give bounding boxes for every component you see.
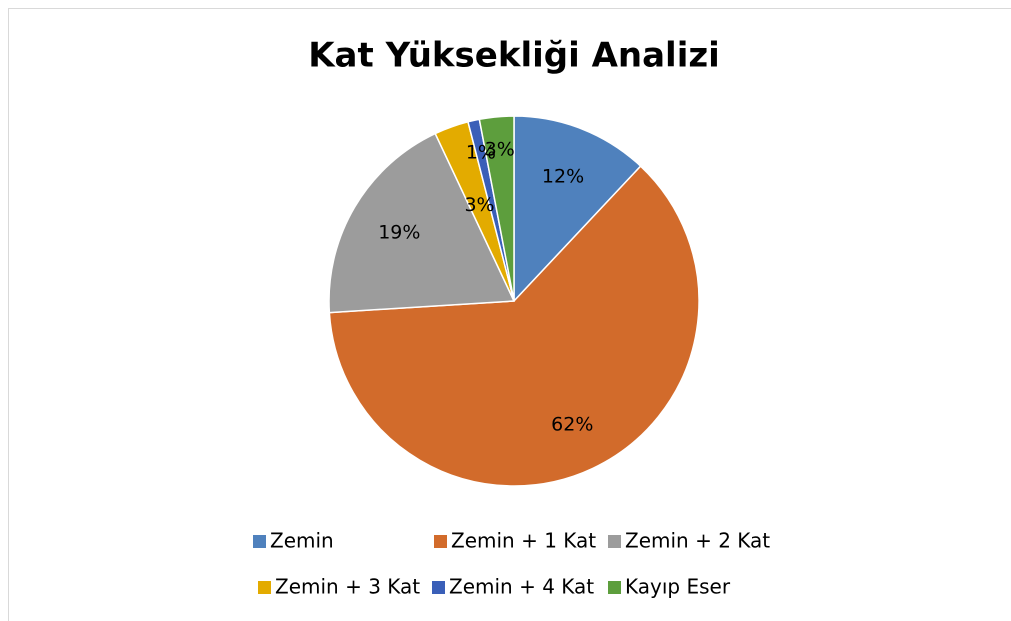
data-label: 3%: [485, 138, 515, 160]
legend-label: Zemin + 3 Kat: [275, 575, 420, 599]
legend-label: Zemin + 1 Kat: [451, 529, 596, 553]
legend-swatch: [258, 581, 271, 594]
legend-label: Zemin + 4 Kat: [449, 575, 594, 599]
data-label: 1%: [466, 141, 496, 163]
data-label: 3%: [464, 194, 494, 216]
legend-swatch: [434, 535, 447, 548]
pie-slice: [328, 132, 516, 314]
pie-slice: [513, 115, 642, 303]
data-label: 12%: [542, 166, 584, 188]
legend-swatch: [608, 535, 621, 548]
legend-swatch: [608, 581, 621, 594]
data-label: 62%: [551, 413, 593, 435]
legend-label: Zemin: [270, 529, 334, 553]
chart-title: Kat Yüksekliği Analizi: [308, 36, 720, 76]
legend-swatch: [432, 581, 445, 594]
pie-slice: [328, 165, 700, 487]
legend-label: Kayıp Eser: [625, 575, 731, 599]
pie-slice: [478, 115, 515, 302]
data-label: 19%: [378, 222, 420, 244]
legend-label: Zemin + 2 Kat: [625, 529, 770, 553]
legend-swatch: [253, 535, 266, 548]
